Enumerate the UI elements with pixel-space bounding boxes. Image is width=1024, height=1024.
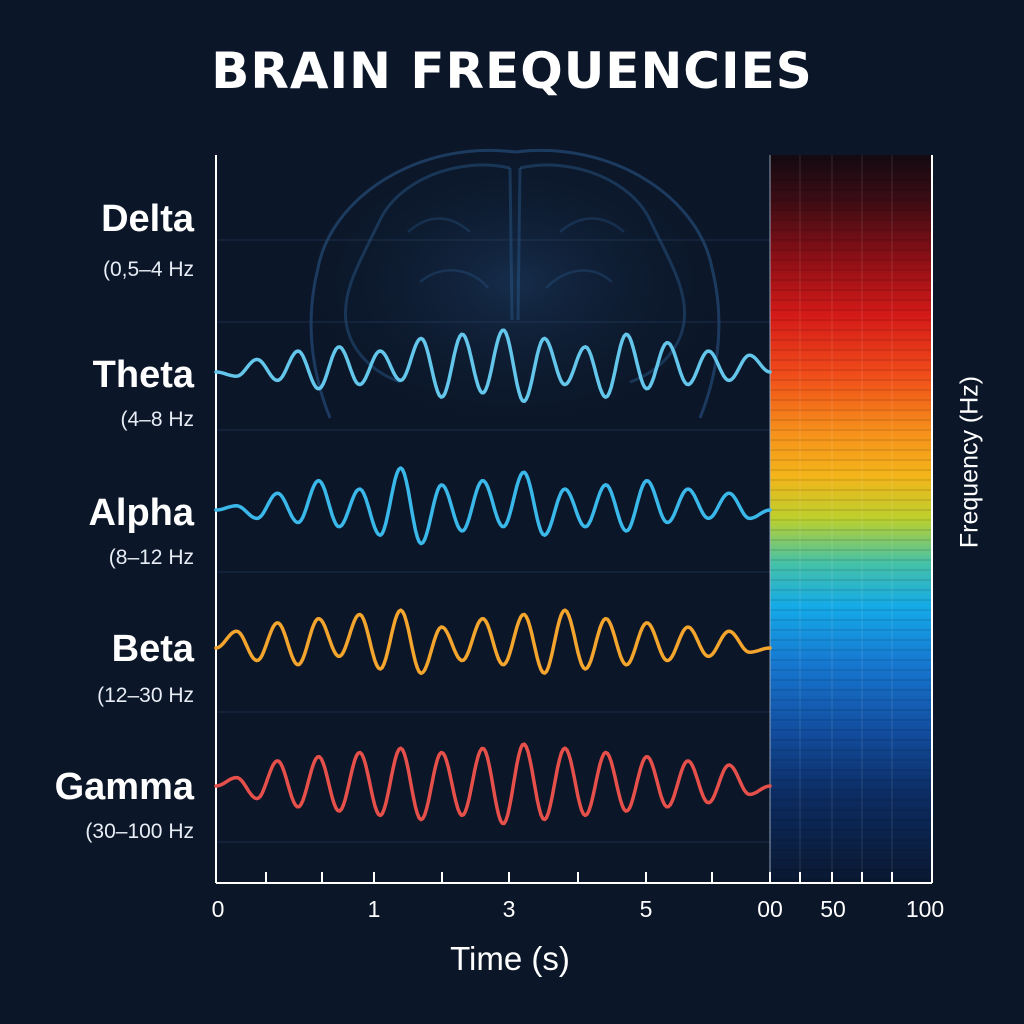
band-label-theta: Theta: [92, 354, 194, 396]
band-label-gamma: Gamma: [54, 766, 194, 808]
waveform-theta: [214, 328, 772, 404]
brain-outline-icon: [270, 130, 760, 470]
chart-title: BRAIN FREQUENCIES: [211, 42, 813, 100]
x-tick-label: 00: [757, 896, 783, 922]
band-label-beta: Beta: [111, 628, 194, 670]
x-tick-label: 0: [211, 896, 225, 922]
band-label-alpha: Alpha: [88, 492, 194, 534]
spectrum-tick-label: 50: [820, 896, 846, 922]
x-tick-label: 3: [502, 896, 516, 922]
waveform-series: [214, 328, 772, 826]
band-range-theta: (4–8 Hz: [120, 408, 194, 431]
spectrum-tick-label: 100: [905, 896, 945, 922]
spectrum-column-lines: [799, 155, 893, 883]
band-range-beta: (12–30 Hz: [97, 684, 194, 707]
band-range-gamma: (30–100 Hz: [85, 820, 194, 843]
waveform-gamma: [214, 742, 772, 826]
spectrum-band-lines: [770, 159, 932, 881]
band-range-alpha: (8–12 Hz: [108, 546, 194, 569]
x-axis-label: Time (s): [450, 940, 570, 977]
x-tick-label: 1: [367, 896, 381, 922]
waveform-beta: [214, 608, 772, 675]
x-tick-label: 5: [639, 896, 653, 922]
x-axis-ticks: [265, 872, 893, 883]
waveform-alpha: [214, 466, 772, 546]
band-label-delta: Delta: [101, 198, 194, 240]
chart-grid: [216, 239, 770, 843]
y-axis-label: Frequency (Hz): [955, 375, 984, 549]
frequency-spectrum-heatmap: [770, 155, 932, 883]
band-range-delta: (0,5–4 Hz: [102, 258, 194, 281]
